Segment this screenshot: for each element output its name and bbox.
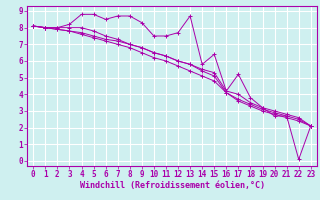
X-axis label: Windchill (Refroidissement éolien,°C): Windchill (Refroidissement éolien,°C): [79, 181, 265, 190]
